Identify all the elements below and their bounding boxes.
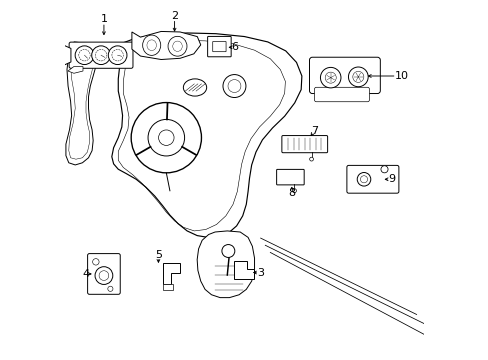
Text: 10: 10	[394, 71, 408, 81]
Polygon shape	[132, 31, 201, 59]
Polygon shape	[197, 231, 254, 298]
Text: 8: 8	[288, 188, 295, 198]
FancyBboxPatch shape	[314, 87, 368, 102]
Ellipse shape	[142, 35, 161, 55]
Polygon shape	[66, 42, 97, 165]
Polygon shape	[59, 44, 71, 66]
Text: 1: 1	[100, 14, 107, 24]
Text: 7: 7	[310, 126, 317, 135]
FancyBboxPatch shape	[281, 136, 327, 153]
Text: 5: 5	[155, 250, 162, 260]
Text: 2: 2	[171, 11, 178, 21]
Polygon shape	[234, 261, 254, 279]
FancyBboxPatch shape	[276, 170, 304, 185]
Circle shape	[108, 46, 127, 64]
Circle shape	[79, 49, 90, 61]
FancyBboxPatch shape	[87, 253, 120, 294]
Circle shape	[325, 72, 336, 83]
Circle shape	[348, 67, 367, 87]
Circle shape	[357, 172, 370, 186]
Circle shape	[131, 103, 201, 173]
Circle shape	[223, 75, 245, 98]
Circle shape	[112, 49, 123, 61]
Polygon shape	[163, 284, 173, 290]
Circle shape	[380, 166, 387, 173]
Circle shape	[320, 67, 340, 88]
Circle shape	[148, 120, 184, 156]
Ellipse shape	[168, 36, 186, 56]
Text: 6: 6	[231, 42, 238, 52]
Text: 9: 9	[387, 174, 394, 184]
Text: 4: 4	[82, 269, 89, 279]
Circle shape	[360, 176, 367, 183]
Ellipse shape	[183, 79, 206, 96]
FancyBboxPatch shape	[69, 42, 133, 68]
FancyBboxPatch shape	[346, 165, 398, 193]
Polygon shape	[68, 67, 83, 73]
Polygon shape	[163, 264, 180, 284]
Text: 3: 3	[257, 267, 264, 278]
Circle shape	[95, 49, 106, 61]
FancyBboxPatch shape	[309, 57, 380, 94]
FancyBboxPatch shape	[212, 41, 225, 52]
Circle shape	[107, 286, 113, 291]
Circle shape	[92, 258, 99, 265]
Circle shape	[292, 189, 296, 193]
Circle shape	[75, 46, 94, 64]
Circle shape	[99, 271, 108, 280]
Circle shape	[222, 244, 234, 257]
Circle shape	[158, 130, 174, 145]
Circle shape	[309, 157, 313, 161]
Circle shape	[227, 80, 241, 93]
FancyBboxPatch shape	[207, 36, 231, 57]
Circle shape	[352, 71, 363, 82]
Circle shape	[92, 46, 110, 64]
Polygon shape	[112, 33, 301, 237]
Circle shape	[95, 267, 113, 284]
